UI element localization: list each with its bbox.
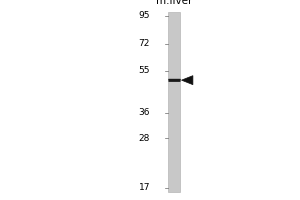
Text: 28: 28 [139, 134, 150, 143]
Polygon shape [182, 76, 193, 85]
Text: 55: 55 [139, 66, 150, 75]
Text: m.liver: m.liver [156, 0, 192, 6]
Text: 72: 72 [139, 39, 150, 48]
Text: 36: 36 [139, 108, 150, 117]
Text: 17: 17 [139, 184, 150, 192]
Text: 95: 95 [139, 11, 150, 20]
Bar [168, 12, 180, 192]
